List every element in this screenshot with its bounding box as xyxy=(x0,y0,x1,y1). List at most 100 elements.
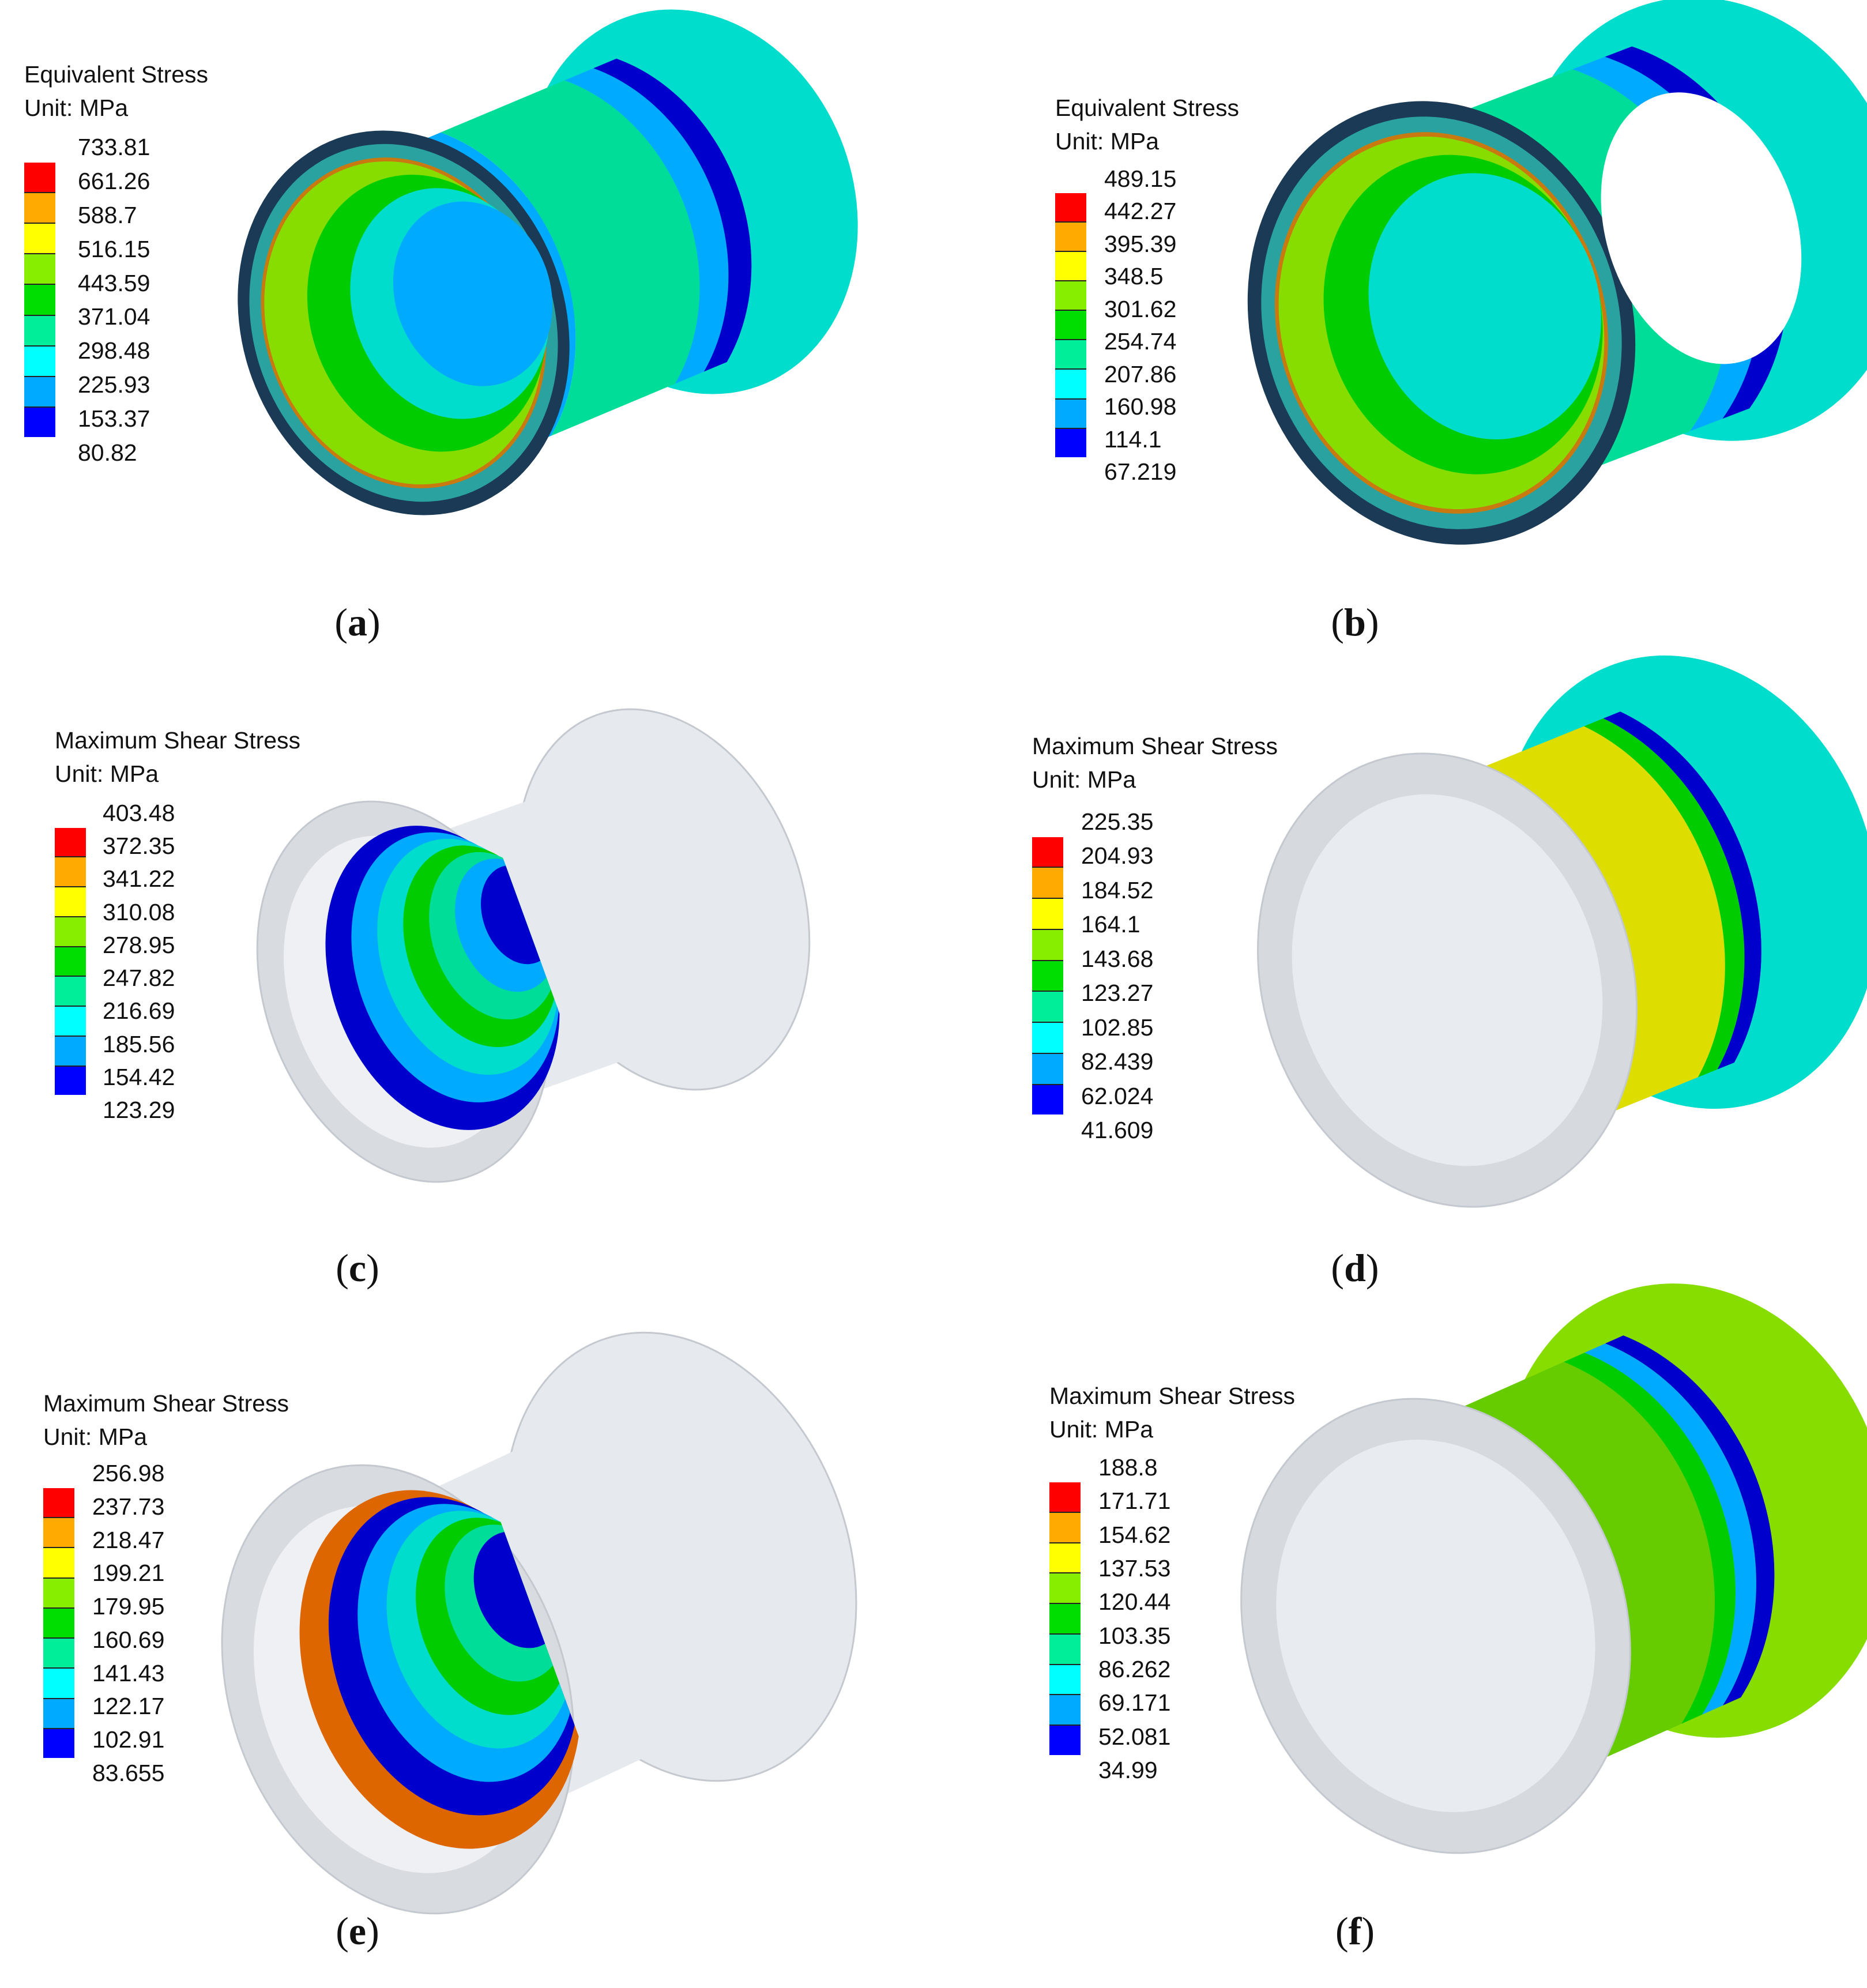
legend-tick-label: 442.27 xyxy=(1104,198,1177,225)
color-swatch xyxy=(1049,1543,1081,1574)
inner-band xyxy=(393,201,553,386)
color-swatch xyxy=(1049,1695,1081,1726)
legend-tick-label: 216.69 xyxy=(103,997,175,1025)
legend-tick-label: 34.99 xyxy=(1098,1757,1158,1783)
color-swatch xyxy=(1055,223,1086,253)
legend-unit: Unit: MPa xyxy=(43,1424,147,1450)
color-swatch xyxy=(43,1488,74,1519)
legend-tick-label: 310.08 xyxy=(103,898,175,925)
color-swatch xyxy=(55,917,86,947)
color-swatch xyxy=(43,1699,74,1729)
panel-caption-f: (f) xyxy=(1335,1909,1375,1953)
legend-tick-label: 199.21 xyxy=(92,1560,165,1587)
legend-tick-label: 301.62 xyxy=(1104,295,1177,322)
legend-tick-label: 143.68 xyxy=(1081,945,1154,972)
color-swatch xyxy=(1032,929,1063,961)
color-swatch xyxy=(1055,193,1086,223)
color-swatch xyxy=(55,947,86,977)
color-swatch xyxy=(1032,961,1063,992)
legend-tick-label: 225.93 xyxy=(78,371,150,398)
legend-tick-label: 52.081 xyxy=(1098,1723,1171,1750)
legend-tick-label: 67.219 xyxy=(1104,458,1177,485)
legend-tick-label: 207.86 xyxy=(1104,360,1177,387)
color-swatch xyxy=(1049,1726,1081,1755)
bore xyxy=(1292,794,1603,1166)
stress-band xyxy=(1632,38,1810,409)
legend-tick-label: 372.35 xyxy=(103,833,175,860)
color-swatch xyxy=(1055,311,1086,341)
legend-tick-label: 153.37 xyxy=(78,405,150,432)
legend-tick-label: 298.48 xyxy=(78,337,150,364)
color-swatch xyxy=(1032,1053,1063,1085)
bore xyxy=(1276,1440,1595,1812)
color-swatch xyxy=(24,408,55,438)
caption-letter: e xyxy=(348,1909,367,1953)
legend-title: Equivalent Stress xyxy=(1055,95,1240,121)
stress-band xyxy=(441,80,700,436)
legend-tick-label: 237.73 xyxy=(92,1493,165,1520)
legend-tick-label: 733.81 xyxy=(78,134,150,160)
legend-a: Equivalent Stress Unit: MPa xyxy=(24,58,208,125)
legend-tick-label: 123.29 xyxy=(103,1097,175,1123)
color-swatch xyxy=(1049,1482,1081,1513)
caption-letter: f xyxy=(1348,1909,1362,1953)
legend-tick-label: 62.024 xyxy=(1081,1082,1154,1109)
color-swatch xyxy=(1055,370,1086,400)
legend-f: Maximum Shear Stress Unit: MPa xyxy=(1049,1379,1295,1446)
legend-b: Equivalent Stress Unit: MPa xyxy=(1055,91,1239,158)
color-swatch xyxy=(55,1007,86,1037)
legend-d: Maximum Shear Stress Unit: MPa xyxy=(1032,729,1278,796)
color-swatch xyxy=(1032,868,1063,899)
legend-tick-label: 102.85 xyxy=(1081,1014,1154,1041)
legend-tick-label: 141.43 xyxy=(92,1659,165,1686)
legend-tick-label: 256.98 xyxy=(92,1460,165,1486)
color-swatch xyxy=(1049,1634,1081,1665)
cylinder-d xyxy=(1257,655,1867,1208)
caption-letter: a xyxy=(348,600,367,644)
color-swatch xyxy=(55,827,86,858)
color-swatch xyxy=(1032,837,1063,868)
legend-unit: Unit: MPa xyxy=(1032,766,1136,793)
stress-band xyxy=(1564,1353,1736,1724)
legend-tick-label: 120.44 xyxy=(1098,1588,1171,1616)
color-swatch xyxy=(24,315,55,347)
cylinder-c xyxy=(256,708,811,1183)
color-swatch xyxy=(55,857,86,888)
legend-title: Maximum Shear Stress xyxy=(55,727,301,754)
legend-tick-label: 588.7 xyxy=(78,201,137,228)
legend-tick-label: 164.1 xyxy=(1081,911,1140,938)
color-swatch xyxy=(43,1729,74,1758)
stress-band xyxy=(593,58,752,372)
color-swatch xyxy=(1055,252,1086,282)
cylinder-a xyxy=(238,9,858,515)
color-swatch xyxy=(43,1518,74,1549)
legend-e: Maximum Shear Stress Unit: MPa xyxy=(43,1387,289,1454)
legend-tick-label: 218.47 xyxy=(92,1526,165,1553)
legend-tick-label: 185.56 xyxy=(103,1030,175,1057)
color-swatch xyxy=(43,1608,74,1639)
stress-band xyxy=(1584,718,1745,1078)
legend-title: Maximum Shear Stress xyxy=(43,1390,289,1417)
legend-tick-label: 154.42 xyxy=(103,1063,175,1090)
color-swatch xyxy=(24,285,55,316)
legend-tick-label: 103.35 xyxy=(1098,1622,1171,1649)
stress-band xyxy=(412,132,576,448)
color-swatch xyxy=(1049,1604,1081,1635)
color-scale-bar xyxy=(1032,837,1063,1115)
legend-tick-label: 247.82 xyxy=(103,965,175,992)
color-swatch xyxy=(55,977,86,1007)
stress-band xyxy=(1603,711,1761,1070)
legend-unit: Unit: MPa xyxy=(24,95,128,121)
legend-c: Maximum Shear Stress Unit: MPa xyxy=(55,724,300,790)
color-swatch xyxy=(24,162,55,193)
stress-band xyxy=(564,68,729,384)
through-hole xyxy=(1601,92,1802,364)
stress-band xyxy=(1584,1343,1756,1715)
color-swatch xyxy=(1055,281,1086,311)
legend-unit: Unit: MPa xyxy=(1049,1416,1153,1443)
legend-tick-label: 83.655 xyxy=(92,1760,165,1786)
legend-tick-label: 137.53 xyxy=(1098,1555,1171,1582)
legend-tick-label: 188.8 xyxy=(1098,1454,1158,1481)
color-swatch xyxy=(24,377,55,408)
legend-tick-label: 80.82 xyxy=(78,439,137,466)
